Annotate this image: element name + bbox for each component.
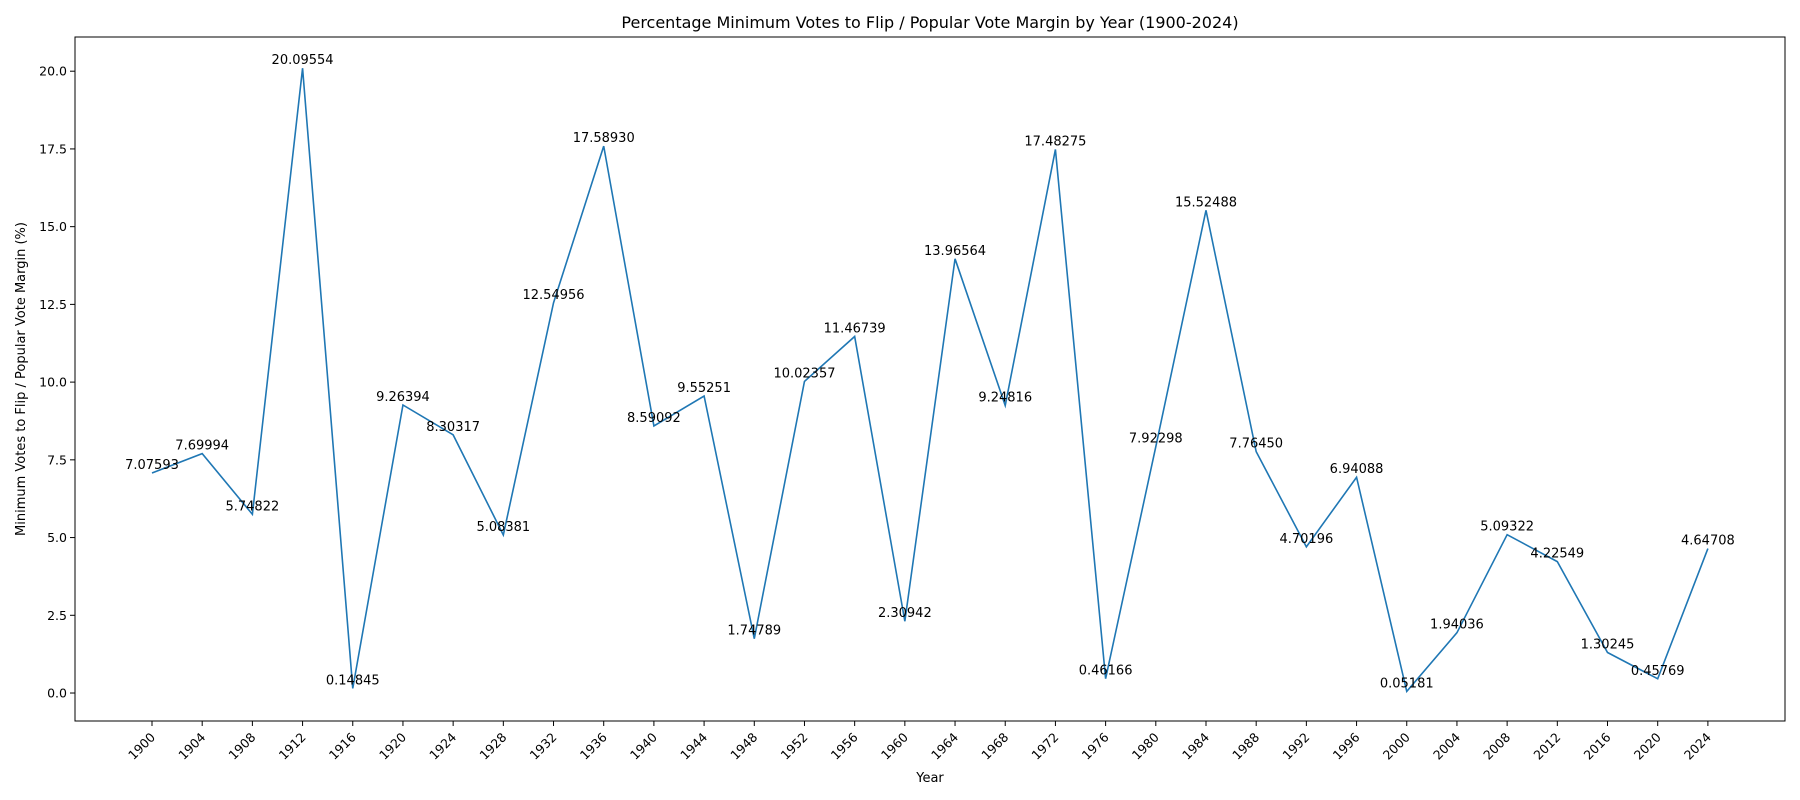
data-label: 7.69994 (175, 439, 229, 454)
x-tick-label: 1908 (225, 729, 258, 762)
x-tick-label: 1944 (677, 729, 710, 762)
y-tick-label: 2.5 (47, 608, 67, 623)
y-tick-label: 15.0 (39, 219, 67, 234)
data-label: 7.92298 (1129, 432, 1183, 447)
data-label: 0.46166 (1079, 664, 1133, 679)
x-tick-label: 1904 (175, 729, 208, 762)
x-tick-label: 1964 (928, 729, 961, 762)
data-label: 6.94088 (1330, 462, 1384, 477)
data-label: 0.14845 (326, 673, 380, 688)
x-tick-label: 1928 (476, 729, 509, 762)
data-label: 9.26394 (376, 390, 430, 405)
x-tick-label: 1984 (1179, 729, 1212, 762)
data-label: 1.74789 (727, 624, 781, 639)
x-tick-label: 1980 (1129, 729, 1162, 762)
data-label: 8.59092 (627, 411, 681, 426)
data-label: 0.45769 (1631, 664, 1685, 679)
x-tick-label: 1960 (878, 729, 911, 762)
x-tick-label: 2024 (1681, 729, 1714, 762)
y-tick-label: 10.0 (39, 375, 67, 390)
data-label: 17.48275 (1024, 134, 1086, 149)
data-label: 2.30942 (878, 606, 932, 621)
plot-area (74, 36, 1786, 722)
x-tick-label: 1912 (276, 730, 309, 763)
data-label: 4.64708 (1681, 534, 1735, 549)
x-tick-label: 1992 (1279, 730, 1312, 763)
y-tick-label: 7.5 (47, 452, 67, 467)
data-label: 5.08381 (476, 520, 530, 535)
x-tick-label: 1940 (627, 729, 660, 762)
data-label: 4.70196 (1279, 532, 1333, 547)
data-label: 15.52488 (1175, 195, 1237, 210)
y-tick-label: 17.5 (39, 141, 67, 156)
x-axis: 1900 1904 1908 1912 1916 1920 1924 1928 1932 1936… (125, 721, 1714, 763)
x-tick-label: 1952 (777, 730, 810, 763)
x-tick-label: 1924 (426, 729, 459, 762)
data-label: 4.22549 (1530, 547, 1584, 562)
data-labels: 7.07593 7.69994 5.74822 20.09554 0.14845 9.26… (125, 53, 1735, 691)
x-tick-label: 1936 (577, 729, 610, 762)
y-tick-label: 20.0 (39, 64, 67, 79)
x-tick-label: 1932 (527, 730, 560, 763)
chart-title: Percentage Minimum Votes to Flip / Popul… (621, 13, 1238, 32)
data-label: 20.09554 (272, 53, 334, 68)
data-label: 5.74822 (225, 499, 279, 514)
data-label: 0.05181 (1380, 676, 1434, 691)
data-label: 10.02357 (773, 366, 835, 381)
data-label: 13.96564 (924, 244, 986, 259)
x-tick-label: 2012 (1530, 730, 1563, 763)
data-label: 17.58930 (573, 131, 635, 146)
y-tick-label: 0.0 (47, 686, 67, 701)
x-tick-label: 1956 (828, 729, 861, 762)
x-tick-label: 1948 (727, 729, 760, 762)
x-tick-label: 1976 (1079, 729, 1112, 762)
data-label: 12.54956 (523, 288, 585, 303)
data-label: 8.30317 (426, 420, 480, 435)
y-axis: 0.0 2.5 5.0 7.5 10.0 12.5 15.0 17.5 20.0 (39, 64, 75, 701)
y-tick-label: 5.0 (47, 530, 67, 545)
x-tick-label: 1972 (1028, 730, 1061, 763)
x-tick-label: 2016 (1581, 729, 1614, 762)
x-tick-label: 1996 (1330, 729, 1363, 762)
x-tick-label: 2004 (1430, 729, 1463, 762)
x-tick-label: 1968 (978, 729, 1011, 762)
data-label: 7.76450 (1229, 437, 1283, 452)
x-tick-label: 1916 (326, 729, 359, 762)
data-label: 9.24816 (978, 390, 1032, 405)
x-tick-label: 1900 (125, 729, 158, 762)
x-tick-label: 2008 (1480, 729, 1513, 762)
data-label: 1.30245 (1581, 638, 1635, 653)
y-tick-label: 12.5 (39, 297, 67, 312)
data-label: 9.55251 (677, 381, 731, 396)
y-axis-label: Minimum Votes to Flip / Popular Vote Mar… (14, 222, 29, 536)
x-tick-label: 1920 (376, 729, 409, 762)
x-tick-label: 1988 (1229, 729, 1262, 762)
data-label: 11.46739 (824, 321, 886, 336)
data-label: 7.07593 (125, 458, 179, 473)
x-tick-label: 2000 (1380, 729, 1413, 762)
x-axis-label: Year (915, 771, 944, 786)
series-line (151, 68, 1709, 694)
x-tick-label: 2020 (1631, 729, 1664, 762)
data-label: 1.94036 (1430, 618, 1484, 633)
data-label: 5.09322 (1480, 520, 1534, 535)
